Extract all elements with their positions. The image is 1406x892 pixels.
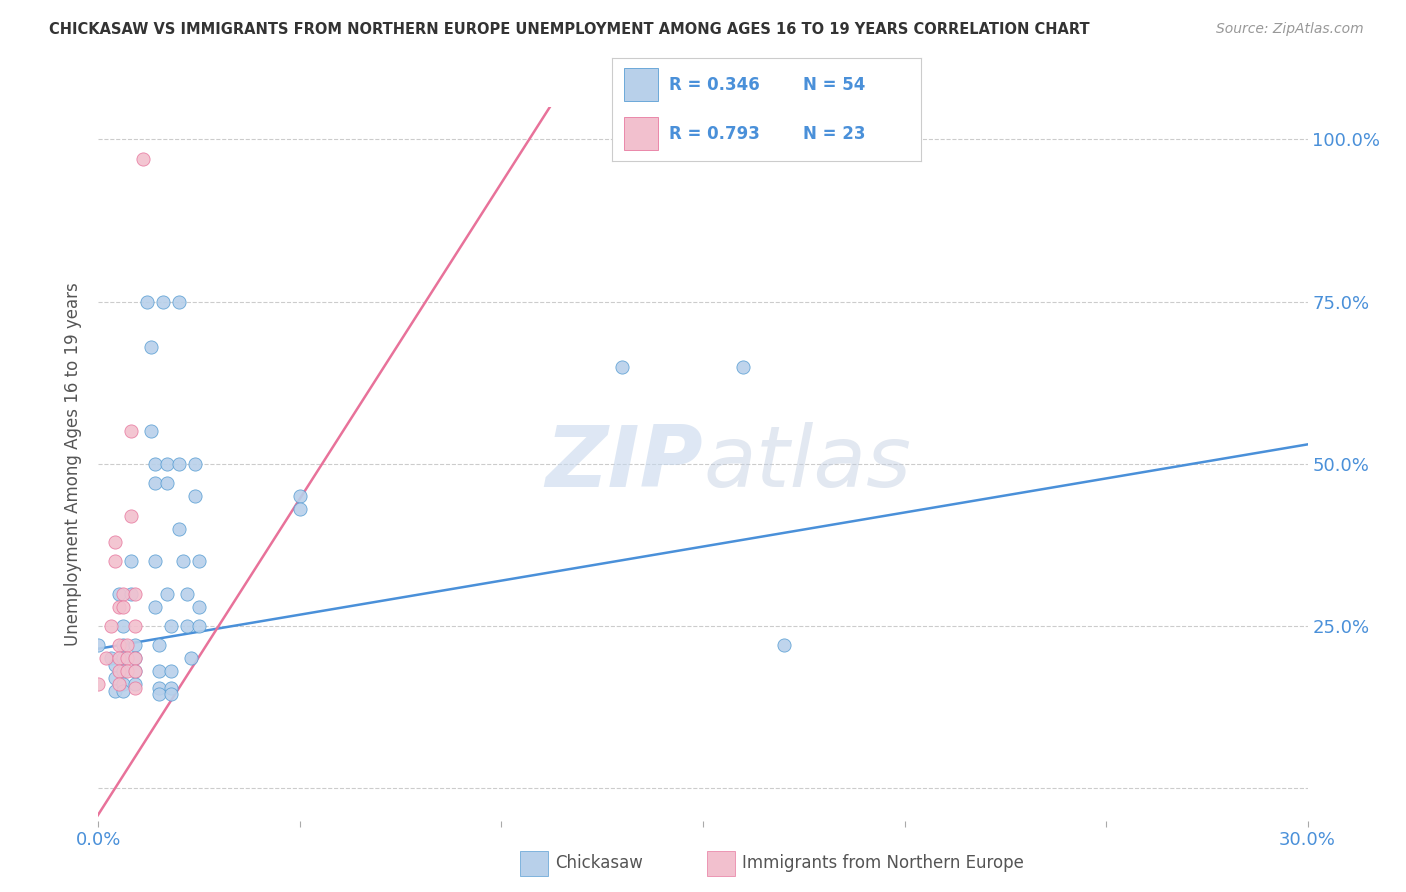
Point	[148, 687, 170, 701]
Point	[160, 681, 183, 695]
Point	[172, 554, 194, 568]
Point	[143, 599, 166, 614]
Point	[124, 677, 146, 691]
Point	[148, 681, 170, 695]
Text: Source: ZipAtlas.com: Source: ZipAtlas.com	[1216, 22, 1364, 37]
Text: CHICKASAW VS IMMIGRANTS FROM NORTHERN EUROPE UNEMPLOYMENT AMONG AGES 16 TO 19 YE: CHICKASAW VS IMMIGRANTS FROM NORTHERN EU…	[49, 22, 1090, 37]
Point	[148, 639, 170, 653]
Point	[124, 681, 146, 695]
Point	[111, 599, 134, 614]
Point	[139, 340, 162, 354]
Point	[115, 651, 138, 665]
Point	[103, 684, 125, 698]
Point	[176, 619, 198, 633]
Point	[180, 651, 202, 665]
Point	[107, 599, 129, 614]
Point	[156, 476, 179, 491]
Point	[612, 359, 634, 374]
Point	[124, 586, 146, 600]
Point	[160, 665, 183, 679]
Point	[124, 665, 146, 679]
Point	[143, 476, 166, 491]
Point	[100, 651, 122, 665]
Point	[124, 619, 146, 633]
Point	[288, 502, 311, 516]
Text: Chickasaw: Chickasaw	[555, 855, 644, 872]
Point	[772, 639, 794, 653]
Point	[107, 665, 129, 679]
Text: Immigrants from Northern Europe: Immigrants from Northern Europe	[742, 855, 1024, 872]
Point	[160, 687, 183, 701]
Point	[103, 671, 125, 685]
Point	[111, 665, 134, 679]
Bar	[624, 118, 658, 150]
Text: N = 54: N = 54	[803, 76, 866, 94]
Bar	[624, 69, 658, 101]
Point	[188, 599, 211, 614]
Point	[111, 684, 134, 698]
Point	[111, 651, 134, 665]
Point	[733, 359, 755, 374]
Point	[135, 294, 157, 309]
Point	[124, 651, 146, 665]
Point	[167, 522, 190, 536]
Point	[111, 639, 134, 653]
Point	[143, 554, 166, 568]
Point	[120, 554, 142, 568]
Point	[176, 586, 198, 600]
Point	[107, 651, 129, 665]
Point	[160, 619, 183, 633]
Point	[143, 457, 166, 471]
Point	[87, 639, 110, 653]
Text: R = 0.346: R = 0.346	[669, 76, 759, 94]
Point	[184, 457, 207, 471]
Point	[103, 657, 125, 672]
Point	[184, 489, 207, 503]
Point	[139, 425, 162, 439]
Point	[132, 152, 155, 166]
Point	[188, 554, 211, 568]
Point	[120, 586, 142, 600]
Point	[111, 586, 134, 600]
Point	[167, 294, 190, 309]
Point	[124, 639, 146, 653]
Text: R = 0.793: R = 0.793	[669, 125, 759, 143]
Point	[96, 651, 118, 665]
Point	[156, 457, 179, 471]
Point	[111, 677, 134, 691]
Point	[115, 639, 138, 653]
Point	[120, 508, 142, 523]
Point	[107, 639, 129, 653]
Point	[87, 677, 110, 691]
Text: ZIP: ZIP	[546, 422, 703, 506]
Point	[103, 554, 125, 568]
Y-axis label: Unemployment Among Ages 16 to 19 years: Unemployment Among Ages 16 to 19 years	[65, 282, 83, 646]
Point	[100, 619, 122, 633]
Point	[124, 651, 146, 665]
Point	[124, 665, 146, 679]
Point	[103, 534, 125, 549]
Point	[156, 586, 179, 600]
Point	[288, 489, 311, 503]
Point	[107, 677, 129, 691]
Point	[152, 294, 174, 309]
Point	[111, 619, 134, 633]
Point	[148, 665, 170, 679]
Text: atlas: atlas	[703, 422, 911, 506]
Point	[167, 457, 190, 471]
Text: N = 23: N = 23	[803, 125, 866, 143]
Point	[107, 586, 129, 600]
Point	[188, 619, 211, 633]
Point	[120, 425, 142, 439]
Point	[115, 665, 138, 679]
